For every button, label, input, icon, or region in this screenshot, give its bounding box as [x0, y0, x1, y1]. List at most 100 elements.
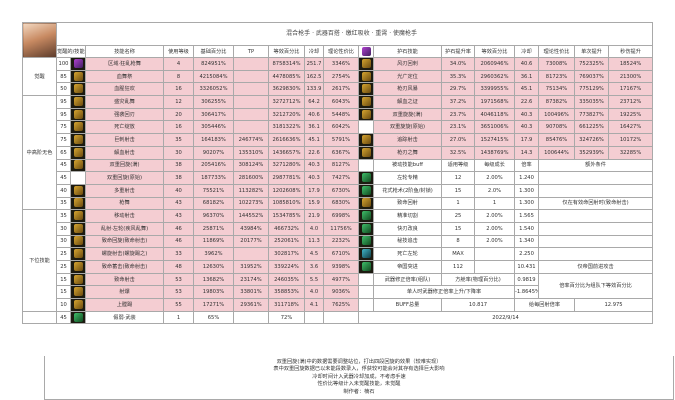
- skill-level: 45: [56, 158, 71, 173]
- cell: [358, 133, 374, 147]
- passive-header-growth: 每级成长: [474, 158, 515, 173]
- use-level: 48: [163, 260, 194, 274]
- talisman-rate: 27.0%: [441, 133, 475, 147]
- talisman-ratio: 90708%: [538, 120, 575, 135]
- talisman-cd: 22.6: [514, 95, 539, 109]
- cell: [358, 260, 374, 274]
- use-level: 43: [163, 209, 194, 223]
- skill-name: 上膛踢: [85, 298, 164, 312]
- col-header-base-percent: 基础百分比: [193, 45, 234, 58]
- talisman-single: 324726%: [574, 133, 609, 147]
- cell: [70, 145, 86, 160]
- ratio: 7427%: [323, 171, 359, 185]
- table-row: 中高阶无色 95 盛灾乱舞 12 306255% 3272712% 64.2 6043% 解血之…: [22, 95, 654, 211]
- skill-name: 强袭回刃: [85, 107, 164, 122]
- cooldown: 133.9: [304, 82, 324, 97]
- passive-multiplier: 1.340: [514, 234, 539, 249]
- skill-icon: [361, 236, 371, 246]
- col-header-name: 技能名称: [85, 45, 164, 58]
- skill-icon: [361, 147, 371, 157]
- skill-level: 75: [56, 133, 71, 147]
- skill-icon: [73, 71, 83, 81]
- talisman-eq: 1438769%: [474, 145, 515, 160]
- tp-percent: [233, 247, 269, 261]
- passive-multiplier: 10.431: [514, 260, 539, 274]
- use-level: 4: [163, 57, 194, 71]
- talisman-rate: 37.2%: [441, 95, 475, 109]
- passive-header-multiplier: 倍率: [514, 158, 539, 173]
- table-row: 40 多重射击 40 75521% 113282% 1202608% 17.9 6730% 花式…: [23, 183, 654, 198]
- skill-level: 95: [56, 95, 71, 109]
- passive-condition: [537, 183, 654, 198]
- cell: [70, 158, 86, 173]
- equiv-percent: 339224%: [268, 260, 305, 274]
- table-row: 85 血舞祭 8 4215084% 4478085% 162.5 2754% 光广定位 35.3…: [23, 69, 654, 84]
- skill-level: 15: [56, 272, 71, 287]
- solo-mod-value: -1.8645%: [514, 285, 539, 300]
- skill-name: 螺旋射击(螺旋踢之): [85, 247, 164, 261]
- talisman-cd: 40.6: [514, 57, 539, 71]
- equiv-percent: 3212720%: [268, 107, 305, 122]
- passive-name: 花式枪术(2阶鱼/封锁): [373, 183, 442, 198]
- skill-table: 混合枪手 · 武器百搭 · 缴红吸收 · 重霄 · 使魔枪手 觉醒的/技能百分比…: [22, 22, 654, 325]
- cooldown: 45.1: [304, 133, 324, 147]
- use-level: 20: [163, 107, 194, 122]
- passive-name: 致命回射: [373, 196, 442, 211]
- skill-level: 30: [56, 221, 71, 236]
- cell: [70, 133, 86, 147]
- equiv-percent: 1436657%: [268, 145, 305, 160]
- col-header-talisman-name: 护石技能: [373, 45, 442, 58]
- tp-percent: 43984%: [233, 221, 269, 236]
- talisman-dps: 32285%: [607, 145, 654, 160]
- cooldown: 64.2: [304, 95, 324, 109]
- skill-level: 65: [56, 145, 71, 160]
- base-percent: 305446%: [193, 120, 234, 135]
- table-row: 95 强袭回刃 20 306417% 3212720% 40.6 5448% 双重旋旋(满) 2…: [23, 107, 654, 122]
- talisman-dps: 17167%: [607, 82, 654, 97]
- ratio: 7625%: [323, 298, 359, 312]
- buff-rate-value: 12.975: [573, 298, 654, 312]
- talisman-name: 枪刃风暴: [373, 82, 442, 97]
- tp-percent: 144552%: [233, 209, 269, 223]
- cell: [358, 183, 374, 198]
- skill-icon: [73, 223, 83, 233]
- talisman-name: 枪刃之舞: [373, 145, 442, 160]
- use-level: 46: [163, 221, 194, 236]
- base-percent: 75521%: [193, 183, 234, 198]
- ratio: 6998%: [323, 209, 359, 223]
- equiv-percent: 2616636%: [268, 133, 305, 147]
- passive-growth: 2.00%: [474, 234, 515, 249]
- ratio: 9036%: [323, 285, 359, 300]
- skill-icon: [73, 299, 83, 309]
- cell: [70, 272, 86, 287]
- skill-icon: [73, 134, 83, 144]
- talisman-single: 352939%: [574, 145, 609, 160]
- skill-level: 25: [56, 260, 71, 274]
- use-level: 46: [163, 234, 194, 249]
- cooldown: 11.3: [304, 234, 324, 249]
- table-row: 15 致命射击 53 13682% 23174% 246035% 5.5 4977% 武器修正倍…: [23, 272, 654, 300]
- equiv-percent: 1085810%: [268, 196, 305, 211]
- skill-icon: [73, 274, 83, 284]
- skill-icon: [73, 122, 83, 132]
- skill-name: 乱射·左轮(疾风乱舞): [85, 221, 164, 236]
- base-percent: 187733%: [193, 171, 234, 185]
- skill-level: 50: [56, 82, 71, 97]
- tp-percent: [233, 69, 269, 84]
- base-percent: 824951%: [193, 57, 234, 71]
- table-row: 65 解血射击 30 90207% 135310% 1436657% 22.6 6367% 枪刃…: [23, 145, 654, 160]
- table-row: 觉醒 100 区域·狂乱枪舞 4 824951% 8758314% 251.7 3346% 风刃…: [22, 56, 654, 97]
- tp-percent: 113282%: [233, 183, 269, 198]
- cell: [70, 298, 86, 312]
- equiv-percent: 2987781%: [268, 171, 305, 185]
- passive-condition: 仅帝国前进攻击: [537, 260, 654, 274]
- weapon-mod-value: 0.9819: [514, 272, 539, 287]
- cooldown: 4.5: [304, 247, 324, 261]
- talisman-name: 解血之证: [373, 95, 442, 109]
- passive-level: 15: [441, 221, 475, 236]
- skill-icon: [361, 211, 371, 221]
- tp-percent: 31952%: [233, 260, 269, 274]
- skill-icon: [73, 96, 83, 106]
- skill-icon: [73, 261, 83, 271]
- passive-level: 8: [441, 234, 475, 249]
